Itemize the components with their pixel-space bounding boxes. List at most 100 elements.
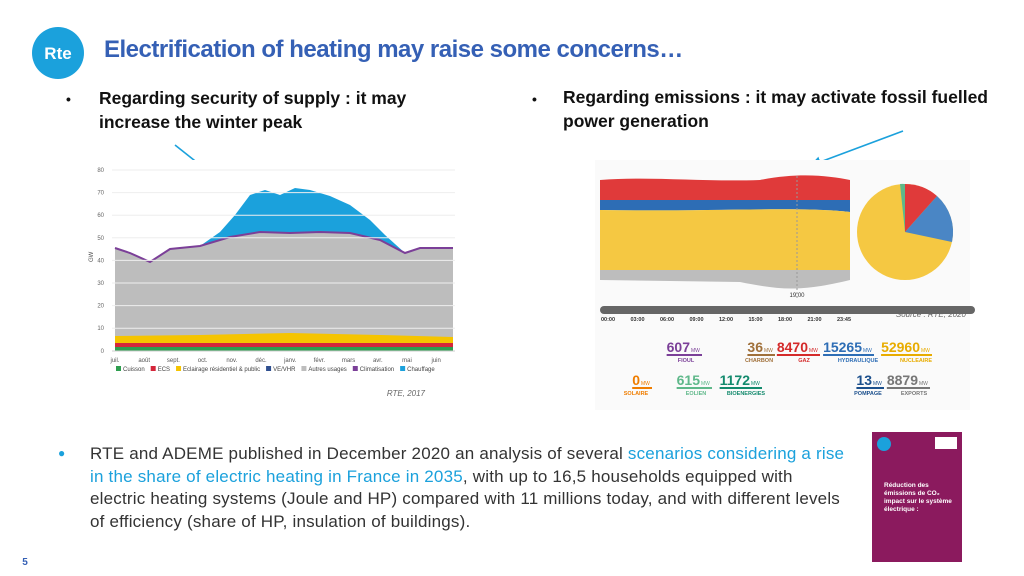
legend-label: Climatisation (360, 367, 394, 373)
page-number: 5 (22, 557, 28, 568)
time-label: 21:00 (807, 317, 821, 323)
body-text: RTE and ADEME published in December 2020… (90, 443, 850, 533)
highlight: scenarios considering a rise in the shar… (90, 444, 845, 486)
x-tick-label: juil. (109, 358, 119, 364)
y-tick-label: 40 (97, 258, 104, 264)
production-unit: MW (873, 381, 882, 387)
production-value: 13 (856, 372, 872, 388)
legend-swatch (400, 366, 406, 371)
legend-label: Autres usages (308, 367, 346, 373)
x-tick-label: sept. (167, 358, 180, 364)
production-label: SOLAIRE (624, 391, 649, 397)
time-label: 23:45 (837, 317, 851, 323)
pie-slice (900, 183, 905, 232)
legend-label: VE/VHR (273, 367, 296, 373)
area-hydro (600, 200, 850, 212)
bullet-dot: ● (58, 446, 66, 460)
y-tick-label: 20 (97, 304, 104, 310)
area-gas (600, 175, 850, 200)
production-value: 607 (667, 339, 691, 355)
y-tick-label: 10 (97, 326, 104, 332)
x-tick-label: oct. (198, 358, 208, 364)
time-label: 15:00 (748, 317, 762, 323)
area-cooking (115, 347, 453, 351)
production-label: FIOUL (678, 358, 695, 364)
time-label: 06:00 (660, 317, 674, 323)
legend-label: Chauffage (407, 367, 435, 373)
production-label: EXPORTS (901, 391, 928, 397)
production-value: 8470 (777, 339, 808, 355)
y-unit: GW (89, 251, 95, 262)
time-label: 18:00 (778, 317, 792, 323)
cover-title: Réduction des émissions de CO₂ impact su… (884, 482, 952, 513)
production-value: 52960 (881, 339, 920, 355)
area-exports (600, 270, 850, 289)
x-tick-label: févr. (314, 358, 326, 364)
production-unit: MW (701, 381, 710, 387)
production-unit: MW (764, 348, 773, 354)
production-unit: MW (751, 381, 760, 387)
area-ecs (115, 343, 453, 347)
marker-time: 19:00 (789, 293, 805, 299)
y-tick-label: 50 (97, 236, 104, 242)
legend-label: Eclairage résidentiel & public (183, 367, 260, 373)
line-total (114, 230, 453, 264)
y-tick-label: 60 (97, 213, 104, 219)
area-lighting (115, 333, 453, 343)
production-unit: MW (863, 348, 872, 354)
bullet: Regarding emissions : it may activate fo… (563, 87, 988, 131)
bullet-dot: • (532, 91, 537, 107)
caption: RTE, 2017 (387, 389, 426, 398)
pie-slice (905, 183, 937, 232)
area-other (115, 232, 453, 351)
load-chart: GW (89, 160, 465, 375)
area-heating (200, 188, 405, 253)
y-tick-label: 80 (97, 168, 104, 174)
area-nuclear (600, 209, 850, 270)
legend-swatch (352, 366, 358, 371)
timeline (600, 306, 975, 314)
time-label: 09:00 (689, 317, 703, 323)
legend-swatch (266, 366, 272, 371)
cover-logo (877, 437, 891, 451)
production-value: 0 (632, 372, 640, 388)
production-label: GAZ (798, 358, 810, 364)
logo-text: Rte (44, 44, 71, 63)
legend-label: ECS (158, 367, 170, 373)
production-label: BIOENERGIES (727, 391, 766, 397)
x-tick-label: août (138, 358, 150, 364)
production-unit: MW (641, 381, 650, 387)
y-tick-label: 70 (97, 191, 104, 197)
time-label: 00:00 (601, 317, 615, 323)
cover-logo2 (935, 437, 957, 449)
y-tick-label: 0 (101, 349, 105, 355)
legend-swatch (176, 366, 182, 371)
report-cover (872, 432, 962, 562)
production-value: 8879 (887, 372, 918, 388)
x-tick-label: janv. (283, 358, 297, 364)
production-unit: MW (809, 348, 818, 354)
production-label: POMPAGE (854, 391, 882, 397)
x-tick-label: nov. (226, 358, 237, 364)
time-label: 03:00 (630, 317, 644, 323)
production-unit: MW (919, 381, 928, 387)
arrow (809, 130, 904, 168)
generation-figure: 19:00 Source : RTE, 2020 (595, 160, 975, 410)
x-tick-label: avr. (373, 358, 383, 364)
x-tick-label: mai (402, 358, 412, 364)
text: RTE and ADEME published in December 2020… (90, 444, 628, 463)
x-tick-label: mars (342, 358, 355, 364)
production-unit: MW (921, 348, 930, 354)
production-label: HYDRAULIQUE (838, 358, 879, 364)
production-unit: MW (691, 348, 700, 354)
legend-swatch (116, 366, 121, 371)
legend-label: Cuisson (123, 367, 145, 373)
y-tick-label: 30 (97, 281, 104, 287)
production-label: CHARBON (745, 358, 773, 364)
production-label: EOLIEN (686, 391, 707, 397)
x-tick-label: déc. (255, 358, 267, 364)
pie-slice (905, 196, 954, 242)
production-value: 15265 (823, 339, 862, 355)
